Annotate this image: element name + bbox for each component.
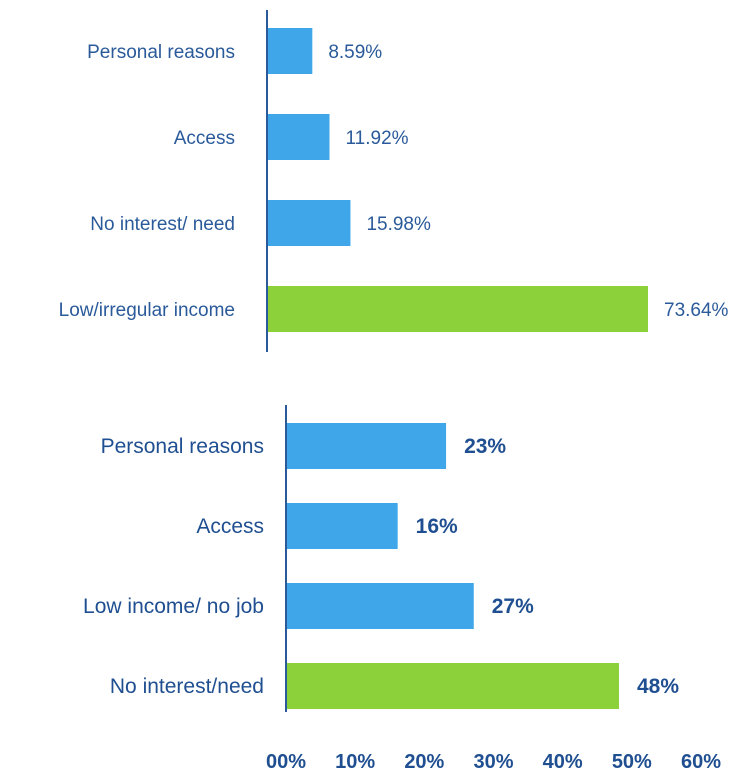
chart2-value-label: 23% xyxy=(464,435,506,458)
chart1-value-label: 11.92% xyxy=(346,128,409,149)
chart1-category-label: Low/irregular income xyxy=(59,300,235,321)
chart2-x-tick-label: 60% xyxy=(681,751,721,772)
chart1-value-label: 8.59% xyxy=(328,42,382,63)
chart1-value-label: 15.98% xyxy=(366,214,431,235)
chart2-category-label: Access xyxy=(196,515,264,538)
chart1-bar xyxy=(268,114,330,160)
chart2-bar xyxy=(287,503,398,549)
chart1-bar xyxy=(268,286,648,332)
chart2-x-tick-label: 30% xyxy=(473,751,513,772)
chart2-x-tick-label: 50% xyxy=(612,751,652,772)
chart2-category-label: Low income/ no job xyxy=(83,595,264,618)
chart2-x-tick-label: 20% xyxy=(404,751,444,772)
chart1-category-label: No interest/ need xyxy=(90,214,235,235)
chart2-x-tick-label: 10% xyxy=(335,751,375,772)
chart2-x-tick-label: 00% xyxy=(266,751,306,772)
chart2-value-label: 27% xyxy=(492,595,534,618)
chart2-bar xyxy=(287,663,619,709)
chart2-bar xyxy=(287,423,447,469)
chart2-value-label: 16% xyxy=(416,515,458,538)
chart1-category-label: Access xyxy=(174,128,235,149)
chart1-bar xyxy=(268,28,313,74)
chart2-category-label: No interest/need xyxy=(110,675,264,698)
chart1-value-label: 73.64% xyxy=(664,300,729,321)
chart2-category-label: Personal reasons xyxy=(101,435,264,458)
chart2-x-tick-label: 40% xyxy=(543,751,583,772)
chart2-value-label: 48% xyxy=(637,675,679,698)
chart1-category-label: Personal reasons xyxy=(87,42,235,63)
chart1-bar xyxy=(268,200,351,246)
chart2-bar xyxy=(287,583,474,629)
